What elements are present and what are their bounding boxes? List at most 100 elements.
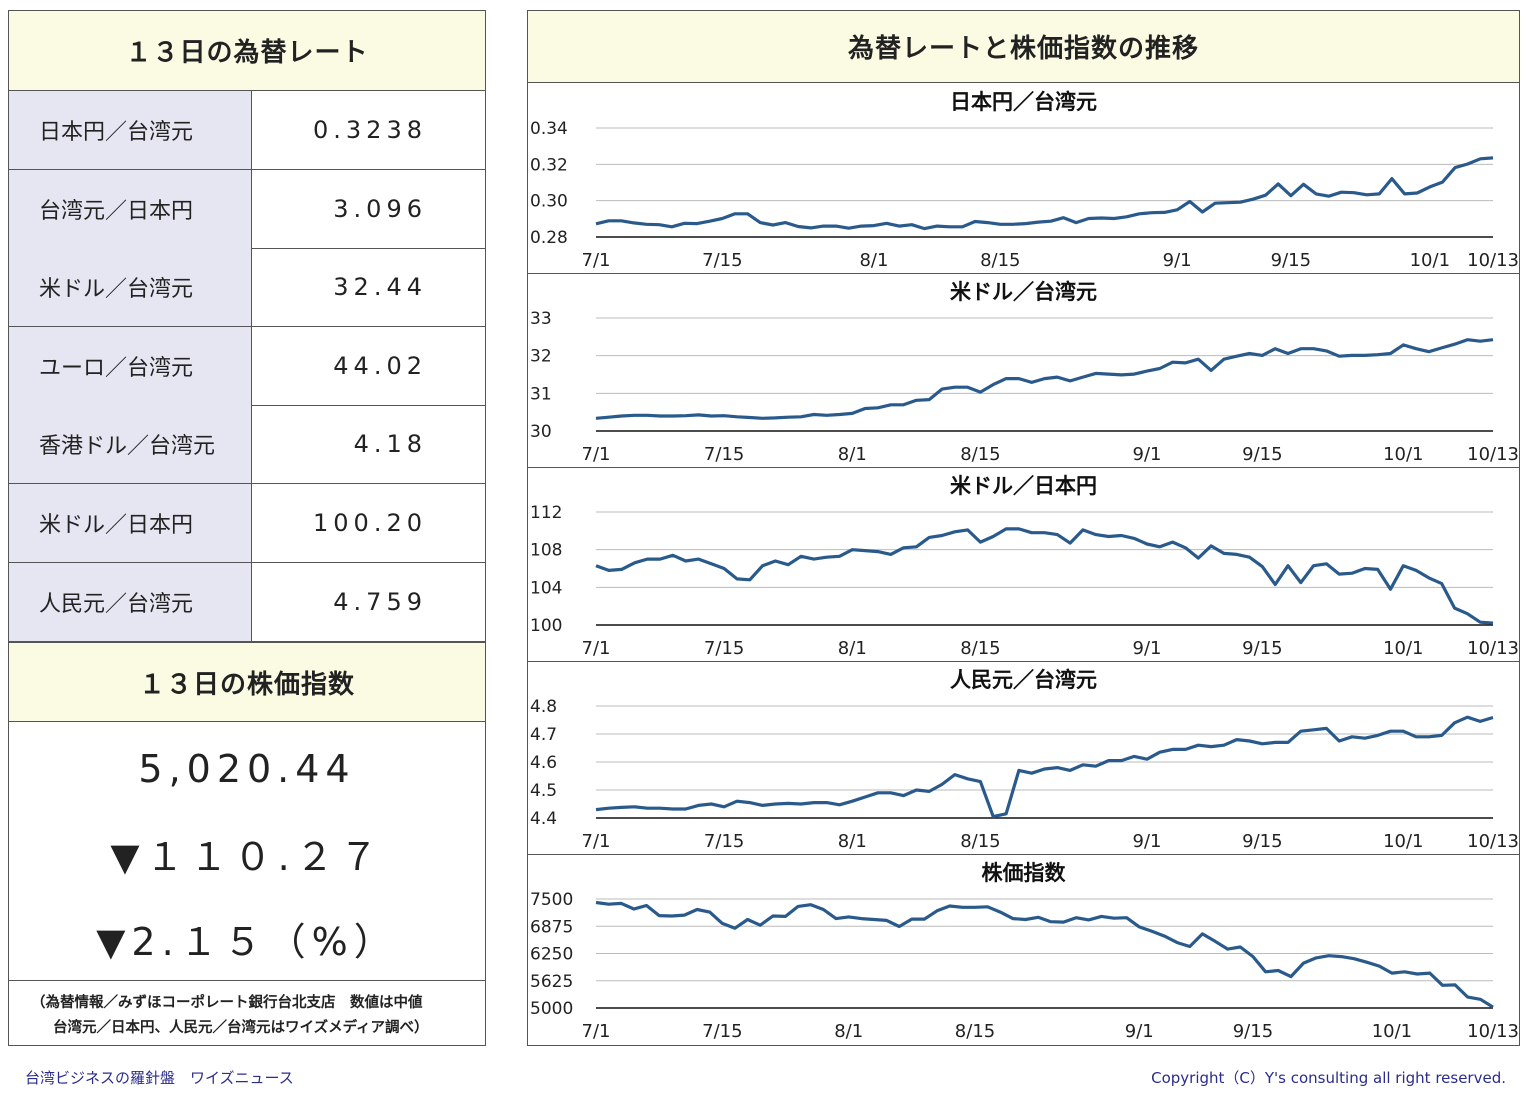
x-tick-label: 10/13 — [1467, 444, 1519, 465]
x-tick-label: 10/1 — [1410, 250, 1450, 271]
y-tick-label: 33 — [530, 309, 552, 329]
y-tick-label: 6875 — [530, 917, 573, 937]
y-tick-label: 4.4 — [530, 809, 557, 829]
x-tick-label: 10/1 — [1383, 444, 1423, 465]
rate-label: 日本円／台湾元 — [9, 91, 252, 169]
y-tick-label: 6250 — [530, 945, 573, 965]
source-note: （為替情報／みずほコーポレート銀行台北支店 数値は中値 台湾元／日本円、人民元／… — [9, 980, 485, 1046]
chart-2: 米ドル／台湾元 33 32 31 30 7/1 7/15 8/1 8/15 9/1 9/15 10/1… — [530, 280, 1519, 465]
x-tick-label: 8/1 — [838, 638, 867, 659]
rate-row: ユーロ／台湾元 44.02 — [9, 326, 485, 406]
y-tick-label: 0.30 — [530, 192, 568, 212]
series-line — [595, 900, 1494, 1009]
y-tick-label: 100 — [530, 616, 562, 636]
series-line — [595, 338, 1494, 420]
y-tick-label: 32 — [530, 347, 552, 367]
x-tick-label: 9/15 — [1242, 444, 1282, 465]
rate-value: 100.20 — [313, 509, 427, 537]
x-tick-label: 8/15 — [960, 444, 1000, 465]
x-tick-label: 8/15 — [980, 250, 1020, 271]
rate-row: 米ドル／台湾元 32.44 — [9, 248, 485, 328]
rate-row: 日本円／台湾元 0.3238 — [9, 91, 485, 170]
chart-1: 日本円／台湾元 0.34 0.32 0.30 0.28 7/1 7/15 8/1 8/15 9/1… — [530, 90, 1519, 271]
rate-value: 3.096 — [333, 194, 427, 223]
rate-label: 米ドル／台湾元 — [9, 248, 252, 327]
x-tick-label: 8/15 — [960, 638, 1000, 659]
x-tick-label: 8/1 — [834, 1021, 863, 1042]
chart-divider — [528, 854, 1519, 855]
x-tick-label: 10/1 — [1383, 638, 1423, 659]
right-panel: 為替レートと株価指数の推移 日本円／台湾元 0.34 0.32 0.30 0.28 7/1… — [527, 10, 1520, 1046]
chart-divider — [528, 661, 1519, 662]
y-tick-label: 31 — [530, 384, 552, 404]
source-line-2: 台湾元／日本円、人民元／台湾元はワイズメディア調べ） — [53, 1020, 429, 1036]
rate-value: 4.18 — [353, 430, 427, 459]
series-line — [595, 156, 1494, 231]
rate-row: 米ドル／日本円 100.20 — [9, 484, 485, 563]
x-tick-label: 7/1 — [582, 444, 611, 465]
rate-value: 0.3238 — [313, 116, 427, 144]
y-tick-label: 4.5 — [530, 781, 557, 801]
series-line — [595, 527, 1494, 625]
stock-change-pct: ▼2.１５（%） — [96, 920, 398, 964]
x-tick-label: 8/1 — [859, 250, 888, 271]
x-tick-label: 7/1 — [582, 831, 611, 852]
rate-row: 香港ドル／台湾元 4.18 — [9, 405, 485, 485]
x-tick-label: 7/15 — [702, 250, 742, 271]
chart-title: 株価指数 — [982, 861, 1067, 885]
x-tick-label: 9/1 — [1133, 638, 1162, 659]
x-tick-label: 8/1 — [838, 831, 867, 852]
y-tick-label: 0.34 — [530, 119, 568, 139]
chart-4: 人民元／台湾元 4.8 4.7 4.6 4.5 4.4 7/1 7/15 8/1 8/15 9/1 9… — [530, 668, 1519, 852]
rate-row: 台湾元／日本円 3.096 — [9, 169, 485, 249]
rate-label: 台湾元／日本円 — [9, 169, 252, 248]
x-tick-label: 10/13 — [1467, 638, 1519, 659]
x-tick-label: 9/1 — [1163, 250, 1192, 271]
x-tick-label: 7/15 — [704, 444, 744, 465]
chart-title: 米ドル／台湾元 — [950, 280, 1097, 304]
x-tick-label: 9/1 — [1133, 444, 1162, 465]
y-tick-label: 5625 — [530, 972, 573, 992]
chart-divider — [528, 273, 1519, 274]
x-tick-label: 9/15 — [1242, 638, 1282, 659]
source-line-1: （為替情報／みずほコーポレート銀行台北支店 数値は中値 — [31, 995, 423, 1011]
x-tick-label: 9/1 — [1133, 831, 1162, 852]
rate-value: 32.44 — [333, 273, 427, 302]
y-tick-label: 108 — [530, 541, 562, 561]
series-line — [595, 715, 1494, 819]
x-tick-label: 9/1 — [1125, 1021, 1154, 1042]
x-tick-label: 8/1 — [838, 444, 867, 465]
rates-title: １３日の為替レート — [9, 11, 485, 91]
x-tick-label: 8/15 — [955, 1021, 995, 1042]
x-tick-label: 7/15 — [704, 638, 744, 659]
chart-divider — [528, 467, 1519, 468]
y-tick-label: 5000 — [530, 999, 573, 1019]
x-tick-label: 9/15 — [1233, 1021, 1273, 1042]
x-tick-label: 10/13 — [1467, 831, 1519, 852]
y-tick-label: 4.6 — [530, 753, 557, 773]
y-tick-label: 112 — [530, 503, 562, 523]
x-tick-label: 7/1 — [582, 638, 611, 659]
x-tick-label: 9/15 — [1242, 831, 1282, 852]
stock-value: 5,020.44 — [138, 747, 356, 791]
rate-value: 44.02 — [333, 351, 427, 380]
chart-title: 人民元／台湾元 — [950, 668, 1097, 692]
rate-label: 米ドル／日本円 — [9, 484, 252, 562]
rate-label: ユーロ／台湾元 — [9, 326, 252, 405]
rate-label: 香港ドル／台湾元 — [9, 405, 252, 484]
x-tick-label: 10/13 — [1467, 250, 1519, 271]
y-tick-label: 7500 — [530, 890, 573, 910]
x-tick-label: 7/1 — [582, 1021, 611, 1042]
x-tick-label: 9/15 — [1271, 250, 1311, 271]
rate-value: 4.759 — [333, 587, 427, 616]
x-tick-label: 10/1 — [1372, 1021, 1412, 1042]
chart-3: 米ドル／日本円 112 108 104 100 7/1 7/15 8/1 8/15 9/1 9/15… — [530, 474, 1519, 659]
footer-site-name: 台湾ビジネスの羅針盤 ワイズニュース — [25, 1069, 294, 1087]
y-tick-label: 0.28 — [530, 228, 568, 248]
rate-label: 人民元／台湾元 — [9, 562, 252, 641]
y-tick-label: 0.32 — [530, 155, 568, 175]
x-tick-label: 10/13 — [1467, 1021, 1519, 1042]
y-tick-label: 4.8 — [530, 697, 557, 717]
rate-row: 人民元／台湾元 4.759 — [9, 562, 485, 642]
footer-copyright: Copyright（C）Y's consulting all right res… — [1151, 1069, 1506, 1087]
